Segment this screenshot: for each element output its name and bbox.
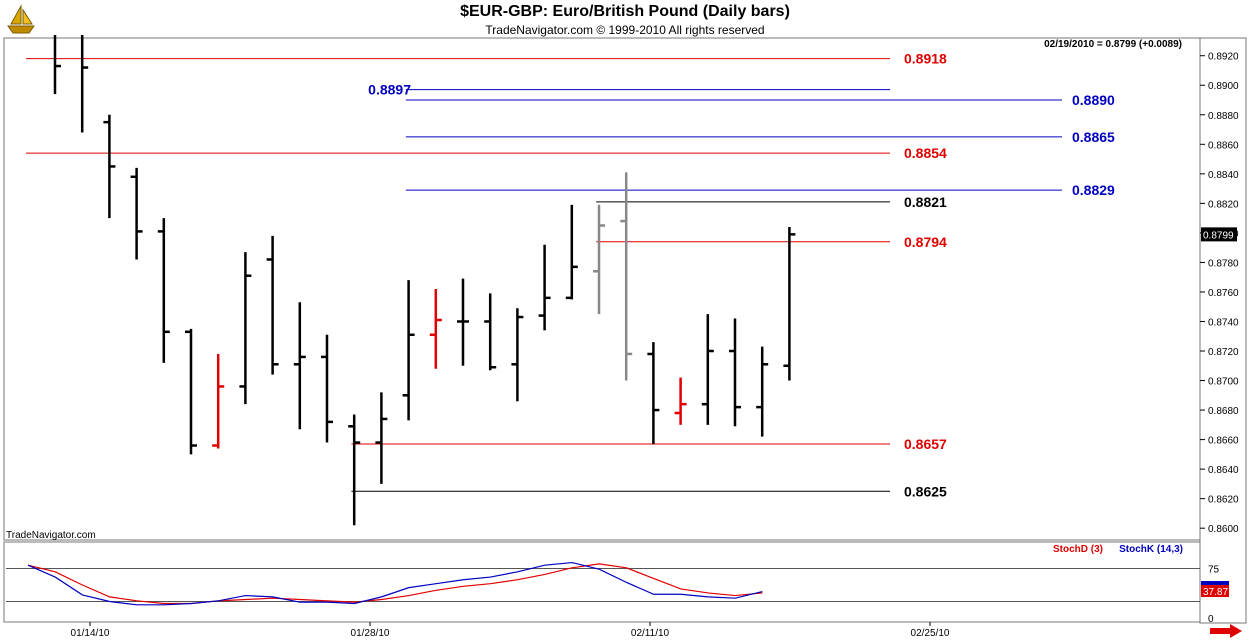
x-tick-label: 01/14/10 <box>71 628 110 639</box>
y-tick-label: 0.8900 <box>1208 81 1239 92</box>
level-label: 0.8865 <box>1072 129 1115 145</box>
y-tick-label: 0.8660 <box>1208 436 1239 447</box>
stochastic-panel: 75 0 StochD (3) StochK (14,3) 37.87 <box>6 544 1229 625</box>
y-tick-label: 0.8640 <box>1208 465 1239 476</box>
legend-stochd: StochD (3) <box>1053 544 1103 555</box>
price-panel-border <box>3 37 1201 541</box>
stoch-y-tick-label: 75 <box>1208 565 1220 576</box>
x-tick-label: 02/11/10 <box>631 628 670 639</box>
y-tick-label: 0.8600 <box>1208 524 1239 535</box>
level-label: 0.8897 <box>368 82 411 98</box>
stoch-panel-border <box>3 541 1201 623</box>
y-tick-label: 0.8780 <box>1208 258 1239 269</box>
copyright-subtitle: TradeNavigator.com © 1999-2010 All right… <box>485 23 765 37</box>
y-tick-label: 0.8820 <box>1208 199 1239 210</box>
y-tick-label: 0.8760 <box>1208 288 1239 299</box>
y-axis-grid: 0.89200.89000.88800.88600.88400.88200.88… <box>1200 52 1239 535</box>
last-price-tag <box>1201 227 1237 242</box>
stoch-series-line <box>27 563 763 605</box>
last-price-info: 02/19/2010 = 0.8799 (+0.0089) <box>1044 39 1182 50</box>
level-lines: 0.8918 0.8897 0.8890 0.8865 0.8854 0.8829 0.88… <box>26 51 1115 499</box>
level-label: 0.8625 <box>904 483 947 499</box>
x-tick-label: 01/28/10 <box>351 628 390 639</box>
y-tick-label: 0.8700 <box>1208 377 1239 388</box>
y-tick-label: 0.8740 <box>1208 317 1239 328</box>
stoch-last-tag <box>1201 585 1229 597</box>
level-label: 0.8794 <box>904 234 947 250</box>
y-tick-label: 0.8680 <box>1208 406 1239 417</box>
watermark-text: TradeNavigator.com <box>6 530 96 541</box>
next-page-arrow-icon[interactable] <box>1210 624 1242 638</box>
price-bars <box>53 35 796 526</box>
stoch-last-label: 37.87 <box>1203 587 1228 598</box>
y-tick-label: 0.8620 <box>1208 495 1239 506</box>
chart-frame: 02/19/2010 = 0.8799 (+0.0089) TradeNaviga… <box>3 37 1247 624</box>
y-tick-label: 0.8860 <box>1208 140 1239 151</box>
level-label: 0.8890 <box>1072 92 1115 108</box>
level-label: 0.8829 <box>1072 182 1115 198</box>
stoch-series-line <box>27 561 763 606</box>
level-label: 0.8918 <box>904 51 947 67</box>
legend-stochk: StochK (14,3) <box>1119 544 1183 555</box>
x-axis: 01/14/10 01/28/10 02/11/10 02/25/10 <box>71 622 950 639</box>
stoch-k-marker <box>1201 581 1229 585</box>
level-label: 0.8657 <box>904 436 947 452</box>
x-tick-label: 02/25/10 <box>911 628 950 639</box>
y-tick-label: 0.8840 <box>1208 170 1239 181</box>
y-tick-label: 0.8720 <box>1208 347 1239 358</box>
y-tick-label: 0.8920 <box>1208 52 1239 63</box>
last-price-label: 0.8799 <box>1203 230 1234 241</box>
chart-title: $EUR-GBP: Euro/British Pound (Daily bars… <box>460 3 790 20</box>
level-label: 0.8821 <box>904 194 947 210</box>
sailboat-logo-icon <box>7 4 35 34</box>
y-tick-label: 0.8880 <box>1208 111 1239 122</box>
stoch-y-tick-label: 0 <box>1208 614 1214 625</box>
level-label: 0.8854 <box>904 145 947 161</box>
y-axis-strip <box>1199 37 1247 624</box>
